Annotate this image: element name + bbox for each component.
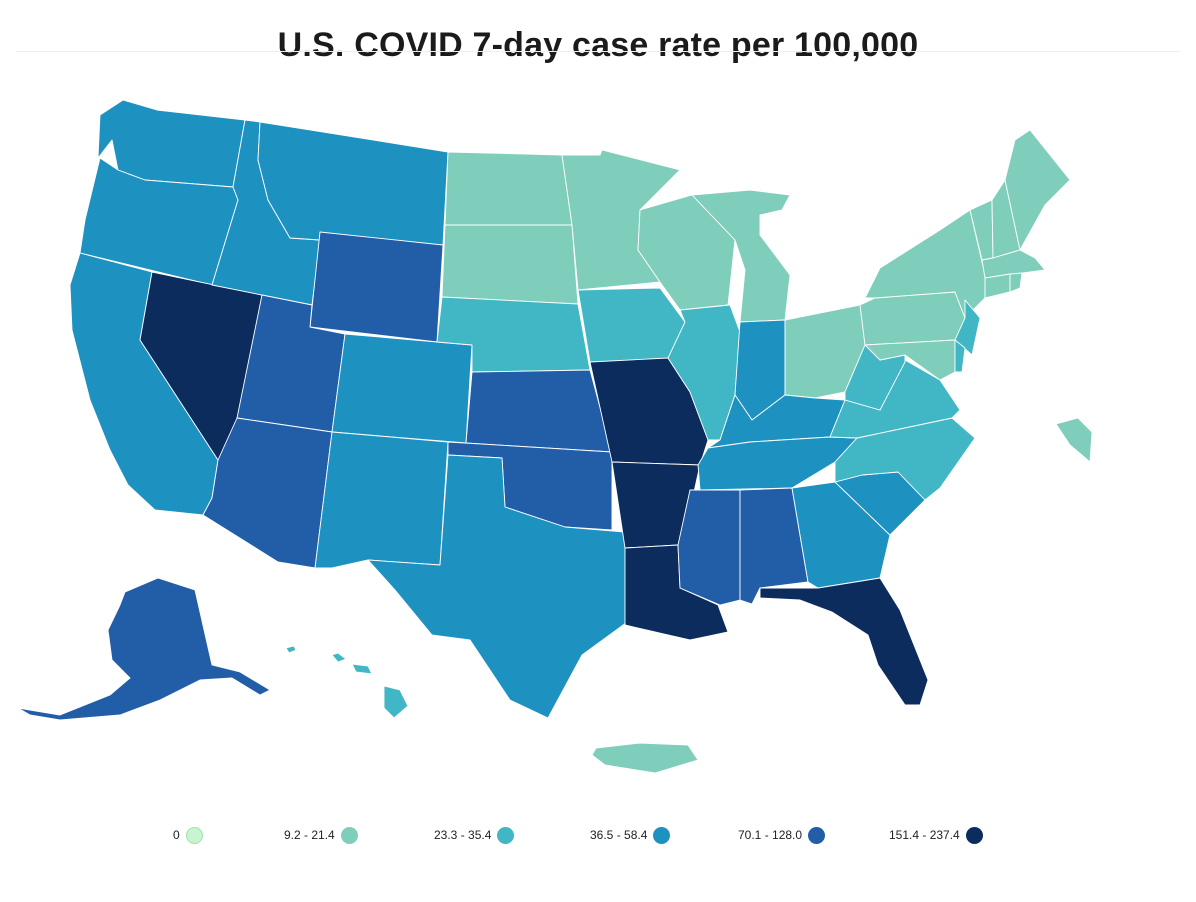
territory-VI[interactable] bbox=[1055, 417, 1093, 463]
state-ME[interactable] bbox=[1004, 129, 1071, 251]
legend: 0 9.2 - 21.4 23.3 - 35.4 36.5 - 58.4 70.… bbox=[0, 822, 1196, 848]
legend-item: 151.4 - 237.4 bbox=[889, 822, 983, 848]
legend-label: 151.4 - 237.4 bbox=[889, 828, 960, 842]
legend-item: 9.2 - 21.4 bbox=[284, 822, 358, 848]
legend-item: 36.5 - 58.4 bbox=[590, 822, 671, 848]
legend-label: 70.1 - 128.0 bbox=[738, 828, 803, 842]
state-KS[interactable] bbox=[465, 369, 613, 453]
state-MT[interactable] bbox=[257, 121, 449, 246]
state-IA[interactable] bbox=[577, 287, 686, 363]
state-shapes bbox=[17, 99, 1093, 774]
territory-PR[interactable] bbox=[591, 742, 699, 774]
legend-label: 23.3 - 35.4 bbox=[434, 828, 492, 842]
state-HI[interactable] bbox=[285, 645, 409, 719]
legend-label: 0 bbox=[173, 828, 180, 842]
state-NM[interactable] bbox=[314, 431, 449, 569]
legend-swatch bbox=[653, 826, 671, 844]
legend-swatch bbox=[185, 826, 203, 844]
legend-item: 70.1 - 128.0 bbox=[738, 822, 826, 848]
state-FL[interactable] bbox=[759, 577, 929, 706]
state-WY[interactable] bbox=[309, 231, 444, 343]
state-CT[interactable] bbox=[984, 273, 1011, 299]
state-DE[interactable] bbox=[954, 339, 966, 373]
state-RI[interactable] bbox=[1009, 272, 1023, 293]
legend-swatch bbox=[497, 826, 515, 844]
state-IL[interactable] bbox=[667, 304, 741, 441]
legend-label: 9.2 - 21.4 bbox=[284, 828, 335, 842]
state-AK[interactable] bbox=[17, 577, 271, 721]
state-MS[interactable] bbox=[677, 489, 741, 606]
legend-swatch bbox=[808, 826, 826, 844]
state-ND[interactable] bbox=[444, 151, 573, 226]
legend-swatch bbox=[965, 826, 983, 844]
legend-item: 23.3 - 35.4 bbox=[434, 822, 515, 848]
map-title: U.S. COVID 7-day case rate per 100,000 bbox=[277, 26, 919, 64]
state-MI[interactable] bbox=[691, 189, 791, 323]
state-SD[interactable] bbox=[441, 224, 579, 305]
legend-item: 0 bbox=[173, 822, 203, 848]
title-divider bbox=[16, 51, 1180, 52]
state-CO[interactable] bbox=[331, 333, 473, 444]
state-TX[interactable] bbox=[367, 454, 631, 719]
legend-label: 36.5 - 58.4 bbox=[590, 828, 648, 842]
legend-swatch bbox=[340, 826, 358, 844]
state-PA[interactable] bbox=[859, 291, 966, 346]
